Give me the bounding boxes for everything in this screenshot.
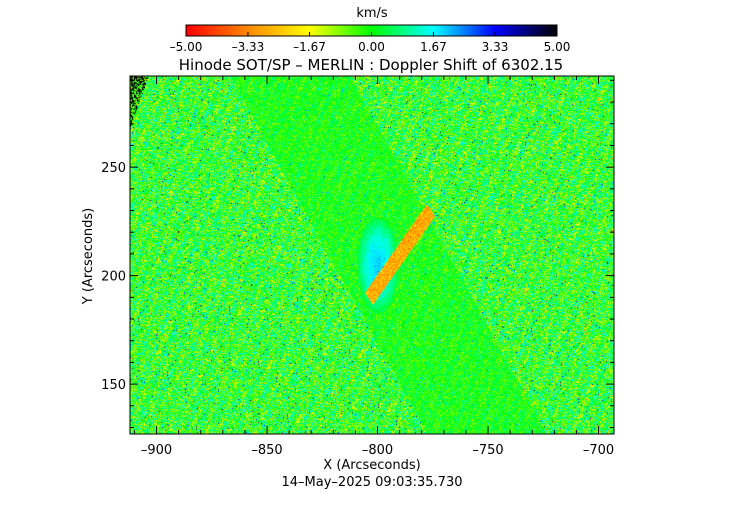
colorbar-tick-label-0: –5.00	[170, 40, 203, 54]
y-axis-ticks: 150 200 250	[101, 79, 614, 428]
x-axis-ticks: –900 –850 –800 –750 –700	[133, 76, 614, 458]
x-axis-label: X (Arcseconds)	[323, 458, 420, 473]
plot-area: –900 –850 –800 –750 –700 150 200 250	[101, 75, 615, 458]
colorbar-ticks: –5.00 –3.33 –1.67 0.00 1.67 3.33 5.00	[170, 32, 571, 54]
x-tick-label-3: –750	[472, 443, 503, 458]
y-tick-label-0: 150	[101, 378, 126, 393]
colorbar: km/s –5.00 –3.33 –1.67 0.00 1.67 3.33 5.00	[170, 6, 571, 54]
x-tick-label-0: –900	[141, 443, 172, 458]
colorbar-tick-label-3: 0.00	[358, 40, 385, 54]
timestamp: 14–May–2025 09:03:35.730	[282, 475, 463, 490]
y-axis-label: Y (Arcseconds)	[81, 208, 96, 305]
y-tick-label-2: 250	[101, 161, 126, 176]
colorbar-tick-label-4: 1.67	[420, 40, 447, 54]
colorbar-tick-label-1: –3.33	[232, 40, 265, 54]
x-tick-label-2: –800	[362, 443, 393, 458]
colorbar-tick-label-6: 5.00	[544, 40, 571, 54]
x-tick-label-1: –850	[251, 443, 282, 458]
colorbar-tick-label-5: 3.33	[482, 40, 509, 54]
doppler-heatmap	[130, 76, 614, 434]
y-tick-label-1: 200	[101, 270, 126, 285]
x-tick-label-4: –700	[583, 443, 614, 458]
colorbar-unit-label: km/s	[356, 6, 388, 21]
colorbar-tick-label-2: –1.67	[293, 40, 326, 54]
chart-title: Hinode SOT/SP – MERLIN : Doppler Shift o…	[179, 56, 563, 74]
plot-frame	[129, 75, 615, 435]
